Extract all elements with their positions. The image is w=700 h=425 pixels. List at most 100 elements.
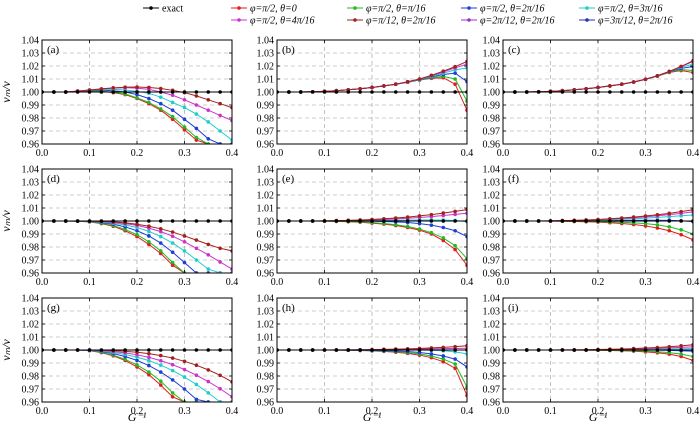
y-tick-label: 0.98: [22, 243, 40, 254]
series-point: [417, 221, 422, 226]
y-tick-label: 1.03: [22, 49, 40, 60]
y-tick-label: 1.01: [22, 75, 40, 86]
y-tick-label: 1.02: [483, 191, 501, 202]
series-point: [679, 232, 683, 237]
legend-label: exact: [162, 4, 183, 15]
series-point: [322, 348, 327, 352]
series-point: [631, 215, 636, 219]
y-tick-label: 1.00: [483, 217, 501, 228]
y-tick-label: 0.97: [483, 385, 501, 396]
series-point: [405, 348, 410, 352]
series-point: [608, 84, 612, 88]
y-tick-label: 1.04: [22, 294, 40, 305]
series-point: [158, 90, 163, 94]
series-point: [182, 90, 187, 94]
series-point: [194, 112, 199, 116]
series-point: [298, 348, 303, 352]
x-axis-label: G⁻¹: [363, 410, 382, 424]
subplot-i: 0.96 0.97 0.98 0.99 1.00 1.01 1.02 1.03 1.04 0.0 0…: [483, 294, 700, 418]
series-point: [417, 90, 422, 94]
x-tick-label: 0.1: [544, 277, 557, 288]
series-point: [147, 348, 151, 352]
series-point: [170, 260, 175, 265]
series-group: [277, 343, 467, 398]
series-point: [679, 209, 683, 214]
panel-label: (e): [282, 173, 295, 185]
legend-marker: [467, 18, 471, 22]
series-point: [194, 135, 199, 140]
series-point: [218, 90, 222, 94]
series-point: [206, 391, 211, 395]
series-point: [158, 383, 163, 387]
y-tick-label: 0.98: [483, 372, 501, 383]
series-point: [405, 224, 410, 229]
series-point: [441, 359, 446, 364]
y-tick-label: 0.98: [257, 243, 275, 254]
series-point: [584, 348, 588, 352]
series-point: [358, 219, 362, 223]
series-point: [170, 114, 175, 119]
series-point: [417, 227, 422, 231]
series-point: [643, 90, 648, 94]
y-tick-label: 1.04: [22, 36, 40, 47]
series-point: [679, 214, 683, 218]
series-point: [441, 211, 446, 215]
series-point: [310, 348, 315, 352]
x-tick-label: 0.3: [178, 406, 191, 417]
series-point: [334, 90, 339, 94]
y-tick-label: 1.00: [22, 346, 40, 357]
series-point: [560, 90, 565, 94]
series-point: [667, 348, 672, 352]
series-point: [655, 345, 660, 350]
subplot-b: 0.96 0.97 0.98 0.99 1.00 1.01 1.02 1.03 1.04 0.0 0…: [257, 36, 474, 160]
series-point: [417, 348, 422, 352]
series-point: [667, 225, 672, 229]
series-point: [99, 90, 104, 94]
series-point: [135, 363, 139, 367]
y-tick-label: 0.99: [483, 101, 501, 112]
y-tick-label: 0.99: [257, 230, 275, 241]
y-axis-label: vₘ/v: [0, 339, 13, 361]
series-point: [206, 348, 211, 352]
x-tick-label: 0.0: [271, 406, 284, 417]
y-tick-label: 1.01: [483, 333, 501, 344]
series-point: [135, 96, 139, 100]
series-point: [206, 98, 211, 102]
series-point: [631, 348, 636, 352]
series-point: [182, 387, 187, 391]
series-point: [194, 126, 199, 131]
x-tick-label: 0.3: [178, 148, 191, 159]
series-point: [194, 373, 199, 378]
y-tick-label: 1.01: [257, 333, 275, 344]
y-tick-label: 1.01: [22, 333, 40, 344]
series-point: [643, 77, 648, 82]
series-point: [158, 249, 163, 253]
series-point: [147, 351, 151, 356]
series-point: [441, 225, 446, 230]
y-tick-label: 1.02: [257, 62, 275, 73]
legend-marker: [237, 6, 241, 10]
y-tick-label: 1.01: [257, 204, 275, 215]
series-point: [158, 107, 163, 111]
series-group: [277, 207, 467, 267]
series-point: [429, 219, 434, 223]
x-tick-label: 0.4: [226, 148, 239, 159]
series-point: [170, 391, 175, 395]
series-point: [218, 129, 222, 133]
series-point: [182, 219, 187, 223]
y-tick-label: 1.02: [22, 62, 40, 73]
series-point: [194, 94, 199, 98]
series-point: [170, 368, 175, 373]
x-tick-label: 0.4: [461, 148, 474, 159]
x-tick-label: 0.2: [592, 277, 605, 288]
y-tick-label: 0.96: [22, 269, 40, 280]
series-point: [655, 223, 660, 227]
y-tick-label: 1.02: [22, 191, 40, 202]
series-point: [170, 117, 175, 122]
series-point: [441, 348, 446, 352]
series-point: [382, 348, 386, 352]
series-point: [170, 230, 175, 234]
series-point: [382, 84, 386, 88]
series-point: [679, 219, 683, 223]
series-point: [158, 379, 163, 384]
